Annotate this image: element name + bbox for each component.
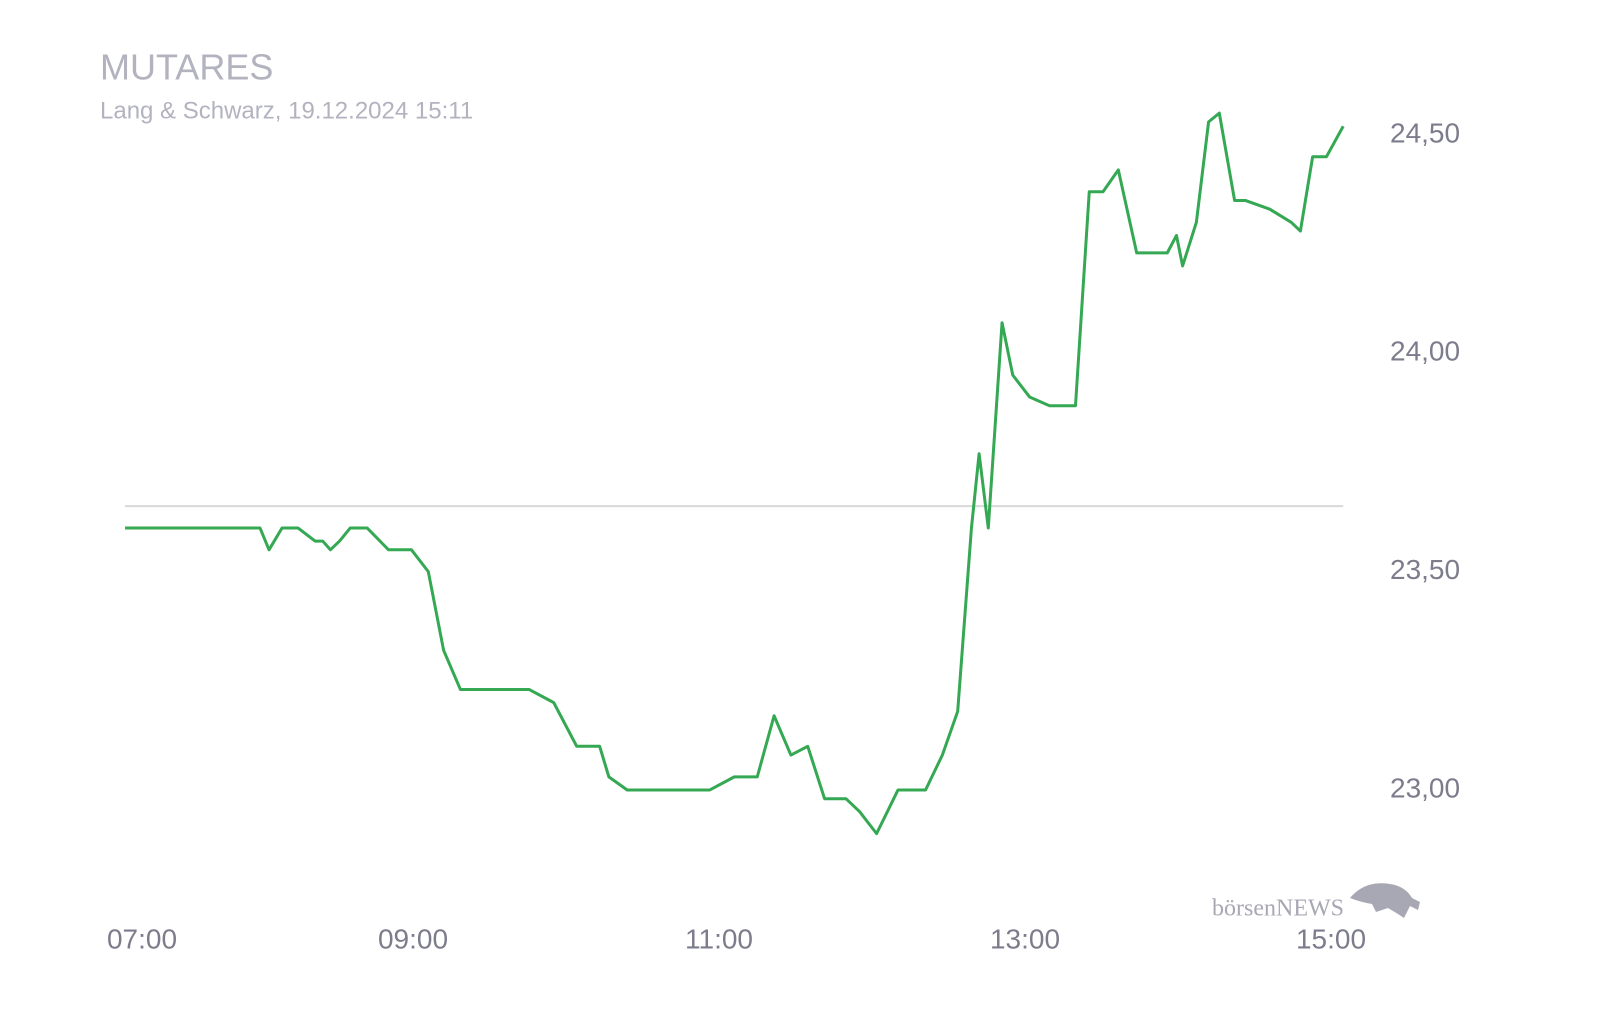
y-tick-label: 23,00 — [1390, 772, 1460, 803]
x-tick-label: 09:00 — [378, 923, 448, 954]
x-tick-label: 15:00 — [1296, 923, 1366, 954]
logo-text: börsenNEWS — [1212, 896, 1344, 922]
y-tick-label: 24,50 — [1390, 117, 1460, 148]
price-line — [125, 111, 1345, 836]
logo-bull — [1350, 883, 1420, 918]
y-tick-label: 23,50 — [1390, 554, 1460, 585]
x-tick-label: 07:00 — [107, 923, 177, 954]
chart-subtitle: Lang & Schwarz, 19.12.2024 15:11 — [100, 97, 473, 124]
x-tick-label: 13:00 — [990, 923, 1060, 954]
y-tick-label: 24,00 — [1390, 336, 1460, 367]
chart-title: MUTARES — [100, 47, 273, 88]
x-tick-label: 11:00 — [685, 923, 753, 954]
